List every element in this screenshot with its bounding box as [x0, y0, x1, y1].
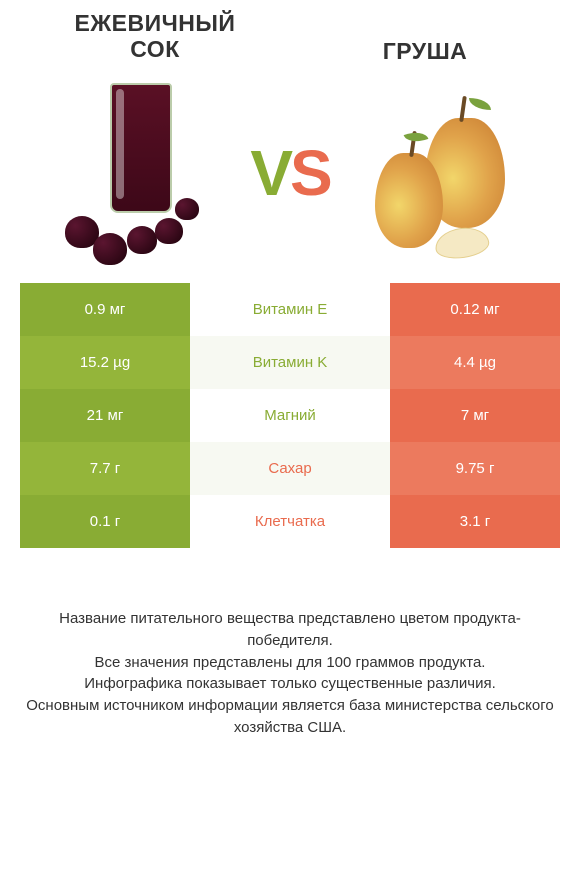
title-right: ГРУША	[290, 10, 560, 65]
title-left: ЕЖЕВИЧНЫЙСОК	[20, 10, 290, 65]
image-right	[340, 78, 550, 268]
table-row: 21 мг Магний 7 мг	[20, 389, 560, 442]
footer-line: Инфографика показывает только существенн…	[26, 673, 554, 695]
nutrient-name: Витамин K	[190, 336, 390, 389]
footer-line: Все значения представлены для 100 граммо…	[26, 652, 554, 674]
images-row: VS	[20, 73, 560, 283]
nutrient-name: Витамин E	[190, 283, 390, 336]
nutrient-name: Клетчатка	[190, 495, 390, 548]
left-value: 21 мг	[20, 389, 190, 442]
left-value: 0.9 мг	[20, 283, 190, 336]
right-value: 4.4 µg	[390, 336, 560, 389]
footer-notes: Название питательного вещества представл…	[20, 608, 560, 739]
right-value: 0.12 мг	[390, 283, 560, 336]
vs-label: VS	[240, 136, 339, 210]
nutrient-name: Магний	[190, 389, 390, 442]
left-value: 15.2 µg	[20, 336, 190, 389]
image-left	[30, 78, 240, 268]
infographic: ЕЖЕВИЧНЫЙСОК ГРУША VS	[0, 0, 580, 739]
vs-v: V	[250, 137, 290, 209]
right-value: 7 мг	[390, 389, 560, 442]
comparison-table: 0.9 мг Витамин E 0.12 мг 15.2 µg Витамин…	[20, 283, 560, 548]
left-value: 7.7 г	[20, 442, 190, 495]
footer-line: Основным источником информации является …	[26, 695, 554, 739]
table-row: 7.7 г Сахар 9.75 г	[20, 442, 560, 495]
table-row: 0.9 мг Витамин E 0.12 мг	[20, 283, 560, 336]
pear-icon	[365, 78, 525, 268]
table-row: 0.1 г Клетчатка 3.1 г	[20, 495, 560, 548]
table-row: 15.2 µg Витамин K 4.4 µg	[20, 336, 560, 389]
vs-s: S	[290, 137, 330, 209]
footer-line: Название питательного вещества представл…	[26, 608, 554, 652]
blackberry-juice-icon	[55, 78, 215, 268]
titles-row: ЕЖЕВИЧНЫЙСОК ГРУША	[20, 10, 560, 65]
right-value: 3.1 г	[390, 495, 560, 548]
nutrient-name: Сахар	[190, 442, 390, 495]
left-value: 0.1 г	[20, 495, 190, 548]
right-value: 9.75 г	[390, 442, 560, 495]
